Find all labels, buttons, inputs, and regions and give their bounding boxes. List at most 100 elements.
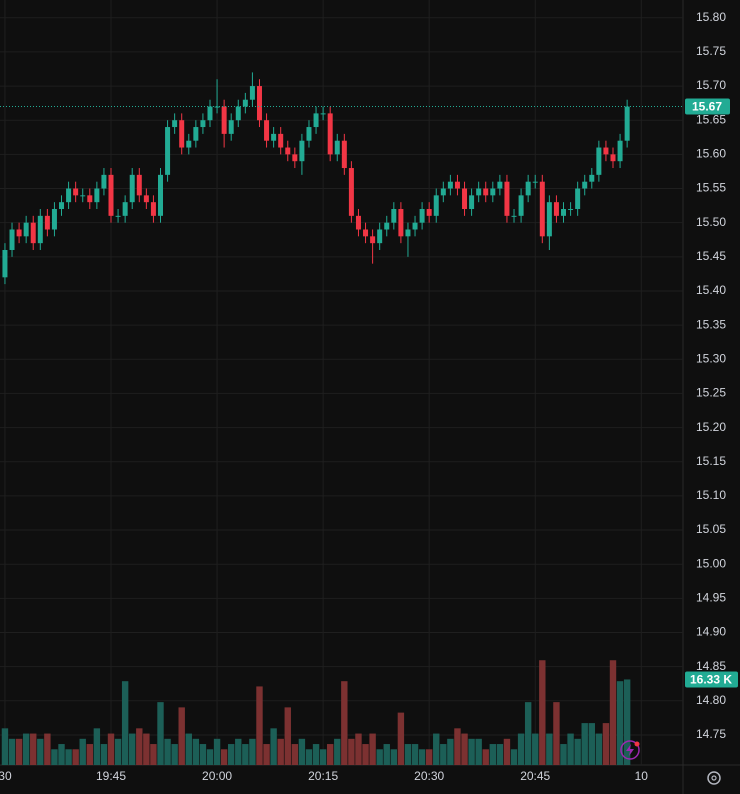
volume-bar: [553, 702, 560, 765]
volume-bar: [44, 733, 51, 765]
y-tick-label: 15.45: [696, 249, 726, 263]
volume-bar: [532, 733, 539, 765]
volume-bar: [37, 738, 44, 765]
x-tick-label: 30: [0, 769, 12, 783]
candle-body: [363, 229, 369, 237]
candle-body: [44, 215, 50, 230]
candle-body: [200, 120, 206, 128]
last-price-label: 15.67: [692, 100, 722, 114]
candle-body: [582, 181, 588, 189]
volume-bar: [312, 744, 320, 765]
candle-body: [179, 120, 185, 148]
grid: [0, 0, 683, 765]
volume-bar: [1, 728, 9, 765]
candle-body: [575, 188, 581, 210]
candle-body: [136, 174, 142, 196]
alert-circle[interactable]: [620, 740, 640, 760]
candle-body: [469, 195, 475, 210]
settings-gear[interactable]: [707, 771, 721, 785]
volume-bar: [22, 733, 30, 765]
candle-body: [292, 154, 298, 162]
candle-body: [377, 229, 383, 244]
volume-bar: [524, 702, 532, 765]
candle-body: [511, 215, 517, 217]
volume-bar: [588, 723, 595, 765]
volume-bar: [602, 723, 610, 765]
candle-body: [143, 195, 149, 203]
volume-bar: [369, 733, 376, 765]
volume-bar: [319, 749, 327, 765]
volume-bar: [447, 738, 454, 765]
candle-body: [398, 209, 404, 237]
candle-body: [235, 106, 241, 121]
candle-body: [285, 147, 291, 155]
settings-button[interactable]: [707, 771, 721, 785]
candle-body: [73, 188, 79, 196]
volume-bar: [546, 733, 553, 765]
candle-body: [370, 236, 376, 244]
settings-gear-hub: [711, 775, 717, 781]
volume-bar: [277, 738, 284, 765]
volume-bar: [454, 728, 461, 765]
volume-bar: [383, 744, 390, 765]
volume-bar: [129, 733, 136, 765]
volume-bar: [72, 749, 79, 765]
candles: [0, 72, 683, 285]
volume-bar: [433, 733, 440, 765]
volume-bar: [390, 749, 398, 765]
x-tick-label: 20:45: [520, 769, 550, 783]
volume-bar: [192, 738, 200, 765]
last-volume-label: 16.33 K: [690, 673, 732, 687]
volume-bar: [362, 744, 369, 765]
candle-body: [87, 195, 93, 203]
candle-body: [454, 181, 460, 189]
y-tick-label: 15.40: [696, 283, 726, 297]
y-tick-label: 15.00: [696, 556, 726, 570]
volume-bar: [355, 733, 362, 765]
candle-body: [596, 147, 602, 175]
candle-body: [419, 209, 425, 223]
candle-body: [320, 113, 326, 115]
candle-body: [256, 86, 262, 121]
volume-bar: [58, 744, 65, 765]
volume-bar: [121, 681, 129, 765]
y-tick-label: 14.95: [696, 591, 726, 605]
y-tick-label: 14.75: [696, 727, 726, 741]
candle-body: [610, 154, 616, 162]
candle-body: [440, 188, 446, 196]
candle-body: [433, 195, 439, 216]
candle-body: [525, 181, 531, 196]
last-volume-tag: [685, 671, 738, 688]
candle-body: [264, 120, 270, 141]
volume-bar: [263, 744, 270, 765]
volume-bar: [581, 723, 588, 765]
volume-bar: [496, 744, 504, 765]
candle-body: [348, 168, 354, 216]
volume-bar: [489, 744, 497, 765]
volume-bar: [206, 749, 214, 765]
candle-body: [157, 174, 163, 216]
candle-body: [313, 113, 319, 128]
y-tick-label: 15.65: [696, 112, 726, 126]
volume-bar: [411, 744, 419, 765]
candle-body: [193, 127, 199, 141]
x-tick-label: 19:45: [96, 769, 126, 783]
volume-bar: [341, 681, 348, 765]
volume-bar: [171, 744, 178, 765]
candle-body: [532, 181, 538, 183]
volume-bar: [326, 744, 334, 765]
volume-bar: [503, 738, 511, 765]
candle-body: [37, 215, 43, 244]
volume-bar: [305, 749, 313, 765]
alert-icon[interactable]: [620, 740, 640, 760]
volume-bar: [440, 744, 447, 765]
candle-body: [426, 209, 432, 216]
volume-bar: [15, 738, 23, 765]
candle-body: [228, 120, 234, 134]
y-tick-label: 15.20: [696, 420, 726, 434]
candle-body: [129, 174, 135, 203]
volume-bar: [249, 738, 256, 765]
candle-body: [186, 140, 192, 148]
candle-body: [497, 181, 503, 189]
